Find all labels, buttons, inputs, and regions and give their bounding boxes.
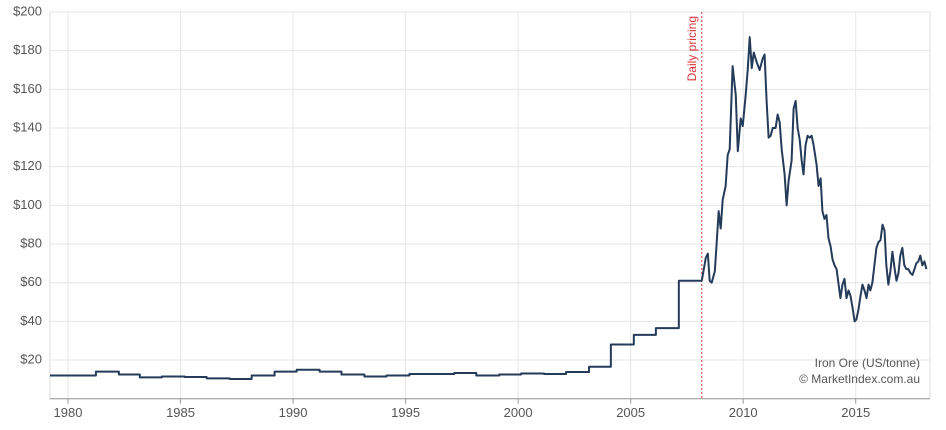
x-tick-label: 2015 [841,405,870,420]
y-tick-label: $60 [20,274,42,289]
y-tick-label: $180 [13,42,42,57]
x-tick-label: 2000 [504,405,533,420]
y-tick-label: $140 [13,119,42,134]
x-tick-label: 1985 [166,405,195,420]
y-tick-label: $80 [20,235,42,250]
x-tick-label: 2010 [729,405,758,420]
y-tick-label: $100 [13,197,42,212]
y-tick-label: $40 [20,313,42,328]
y-tick-label: $200 [13,3,42,18]
x-tick-label: 1980 [54,405,83,420]
y-tick-label: $160 [13,81,42,96]
y-tick-label: $120 [13,158,42,173]
y-tick-label: $20 [20,351,42,366]
source-label: © MarketIndex.com.au [799,372,920,386]
x-tick-label: 2005 [616,405,645,420]
annotation-text: Daily pricing [685,16,699,81]
x-tick-label: 1995 [391,405,420,420]
source-label: Iron Ore (US/tonne) [815,356,920,370]
data-line [50,36,928,380]
x-tick-label: 1990 [279,405,308,420]
